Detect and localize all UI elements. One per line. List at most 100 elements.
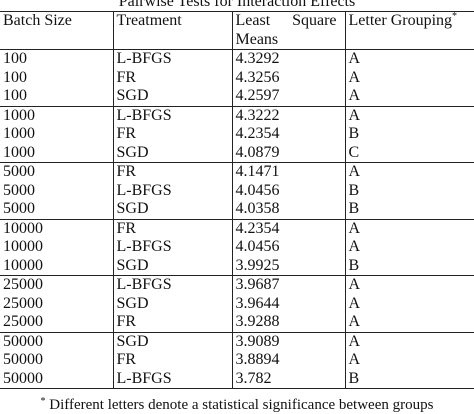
- cell-least-square-mean: 4.0456: [231, 238, 345, 257]
- cell-letter-grouping: A: [344, 105, 474, 125]
- table-row: 25000 FR 3.9288 A: [0, 313, 474, 332]
- cell-treatment: SGD: [112, 200, 232, 219]
- cell-treatment: FR: [112, 313, 232, 332]
- header-lsm-line1: Least Square: [235, 12, 345, 31]
- cell-batch-size: 50000: [0, 369, 113, 389]
- cell-letter-grouping: A: [344, 275, 474, 295]
- cell-treatment: SGD: [112, 294, 232, 313]
- header-lsm-word-least: Least: [235, 12, 271, 30]
- table-row: 10000 SGD 3.9925 B: [0, 256, 474, 276]
- table-row: 100 SGD 4.2597 A: [0, 87, 474, 106]
- table-row: 5000 FR 4.1471 A: [0, 162, 474, 182]
- cell-batch-size: 5000: [0, 162, 113, 182]
- cell-least-square-mean: 4.3222: [231, 105, 345, 125]
- cell-letter-grouping: A: [344, 351, 474, 370]
- table-row: 50000 SGD 3.9089 A: [0, 331, 474, 351]
- cell-least-square-mean: 3.9925: [231, 256, 345, 276]
- cell-batch-size: 5000: [3, 181, 35, 199]
- footnote-mark: *: [40, 396, 46, 407]
- header-letter-grouping-label: Letter Grouping: [348, 12, 453, 30]
- table-footnote: * Different letters denote a statistical…: [0, 396, 474, 414]
- table-row: 10000 FR 4.2354 A: [0, 218, 474, 238]
- cell-batch-size: 5000: [3, 200, 35, 217]
- cell-letter-grouping: A: [344, 68, 474, 87]
- cell-least-square-mean: 3.9687: [231, 275, 345, 295]
- cell-treatment: L-BFGS: [112, 369, 232, 389]
- cell-treatment: L-BFGS: [112, 275, 232, 295]
- cell-letter-grouping: B: [344, 369, 474, 389]
- table-header-row: Batch Size Treatment Least Square Means …: [0, 11, 474, 50]
- results-table: Batch Size Treatment Least Square Means …: [0, 11, 474, 389]
- table-row: 5000 L-BFGS 4.0456 B: [0, 181, 474, 200]
- cell-least-square-mean: 4.3256: [231, 68, 345, 87]
- cell-least-square-mean: 4.3292: [231, 49, 345, 69]
- cell-letter-grouping: B: [344, 200, 474, 219]
- cell-treatment: FR: [112, 351, 232, 370]
- cell-letter-grouping: B: [344, 125, 474, 144]
- cell-batch-size: 10000: [3, 238, 43, 255]
- cell-treatment: FR: [112, 162, 232, 182]
- header-footnote-mark: *: [452, 11, 458, 22]
- table-row: 1000 L-BFGS 4.3222 A: [0, 105, 474, 125]
- cell-batch-size: 10000: [3, 256, 43, 274]
- table-body: 100 L-BFGS 4.3292 A 100 FR 4.3256 A 100 SGD 4.2597…: [0, 49, 474, 389]
- cell-least-square-mean: 4.1471: [231, 162, 345, 182]
- cell-letter-grouping: B: [344, 181, 474, 200]
- cell-treatment: L-BFGS: [112, 238, 232, 257]
- cell-least-square-mean: 3.9288: [231, 313, 345, 332]
- cell-least-square-mean: 4.2354: [231, 218, 345, 238]
- cell-batch-size: 1000: [3, 125, 35, 142]
- cell-least-square-mean: 4.0456: [231, 181, 345, 200]
- cell-treatment: SGD: [112, 143, 232, 163]
- cell-batch-size: 100: [3, 68, 27, 86]
- cell-treatment: SGD: [112, 87, 232, 106]
- cell-treatment: L-BFGS: [112, 105, 232, 125]
- table-row: 25000 L-BFGS 3.9687 A: [0, 275, 474, 295]
- cell-batch-size: 100: [0, 49, 113, 69]
- cell-letter-grouping: A: [344, 87, 474, 106]
- header-batch-size-label: Batch Size: [3, 12, 72, 30]
- table-row: 25000 SGD 3.9644 A: [0, 294, 474, 313]
- cell-letter-grouping: A: [344, 49, 474, 69]
- cell-letter-grouping: A: [344, 238, 474, 257]
- cell-batch-size: 25000: [3, 313, 43, 330]
- cell-batch-size: 25000: [0, 275, 113, 295]
- table-row: 5000 SGD 4.0358 B: [0, 200, 474, 219]
- cell-least-square-mean: 3.9089: [231, 331, 345, 351]
- cell-treatment: FR: [112, 68, 232, 87]
- cell-least-square-mean: 3.8894: [231, 351, 345, 370]
- cell-treatment: L-BFGS: [112, 49, 232, 69]
- header-lsm-word-square: Square: [292, 12, 337, 30]
- header-letter-grouping: Letter Grouping*: [344, 11, 474, 50]
- header-batch-size: Batch Size: [0, 11, 113, 50]
- table-row: 10000 L-BFGS 4.0456 A: [0, 238, 474, 257]
- cell-treatment: L-BFGS: [112, 181, 232, 200]
- cell-letter-grouping: A: [344, 218, 474, 238]
- header-lsm-word-means: Means: [235, 30, 279, 48]
- table-row: 50000 FR 3.8894 A: [0, 351, 474, 370]
- table-row: 1000 SGD 4.0879 C: [0, 143, 474, 163]
- cell-batch-size: 25000: [3, 294, 43, 312]
- cell-letter-grouping: A: [344, 313, 474, 332]
- cell-treatment: SGD: [112, 256, 232, 276]
- table-row: 100 L-BFGS 4.3292 A: [0, 49, 474, 69]
- cell-batch-size: 50000: [3, 351, 43, 368]
- cell-letter-grouping: C: [344, 143, 474, 163]
- cell-least-square-mean: 4.0879: [231, 143, 345, 163]
- cell-batch-size: 1000: [3, 143, 35, 161]
- cell-least-square-mean: 3.782: [231, 369, 345, 389]
- cell-letter-grouping: A: [344, 294, 474, 313]
- cell-batch-size: 1000: [0, 105, 113, 125]
- cell-treatment: SGD: [112, 331, 232, 351]
- cell-batch-size: 10000: [0, 218, 113, 238]
- header-treatment-label: Treatment: [116, 12, 182, 30]
- cell-letter-grouping: A: [344, 331, 474, 351]
- table-row: 50000 L-BFGS 3.782 B: [0, 369, 474, 389]
- cell-least-square-mean: 4.2354: [231, 125, 345, 144]
- table-title: Pairwise Tests for Interaction Effects: [118, 0, 356, 10]
- cell-least-square-mean: 4.0358: [231, 200, 345, 219]
- header-least-square-means: Least Square Means: [231, 11, 345, 50]
- footnote-text: Different letters denote a statistical s…: [49, 397, 434, 413]
- cell-least-square-mean: 3.9644: [231, 294, 345, 313]
